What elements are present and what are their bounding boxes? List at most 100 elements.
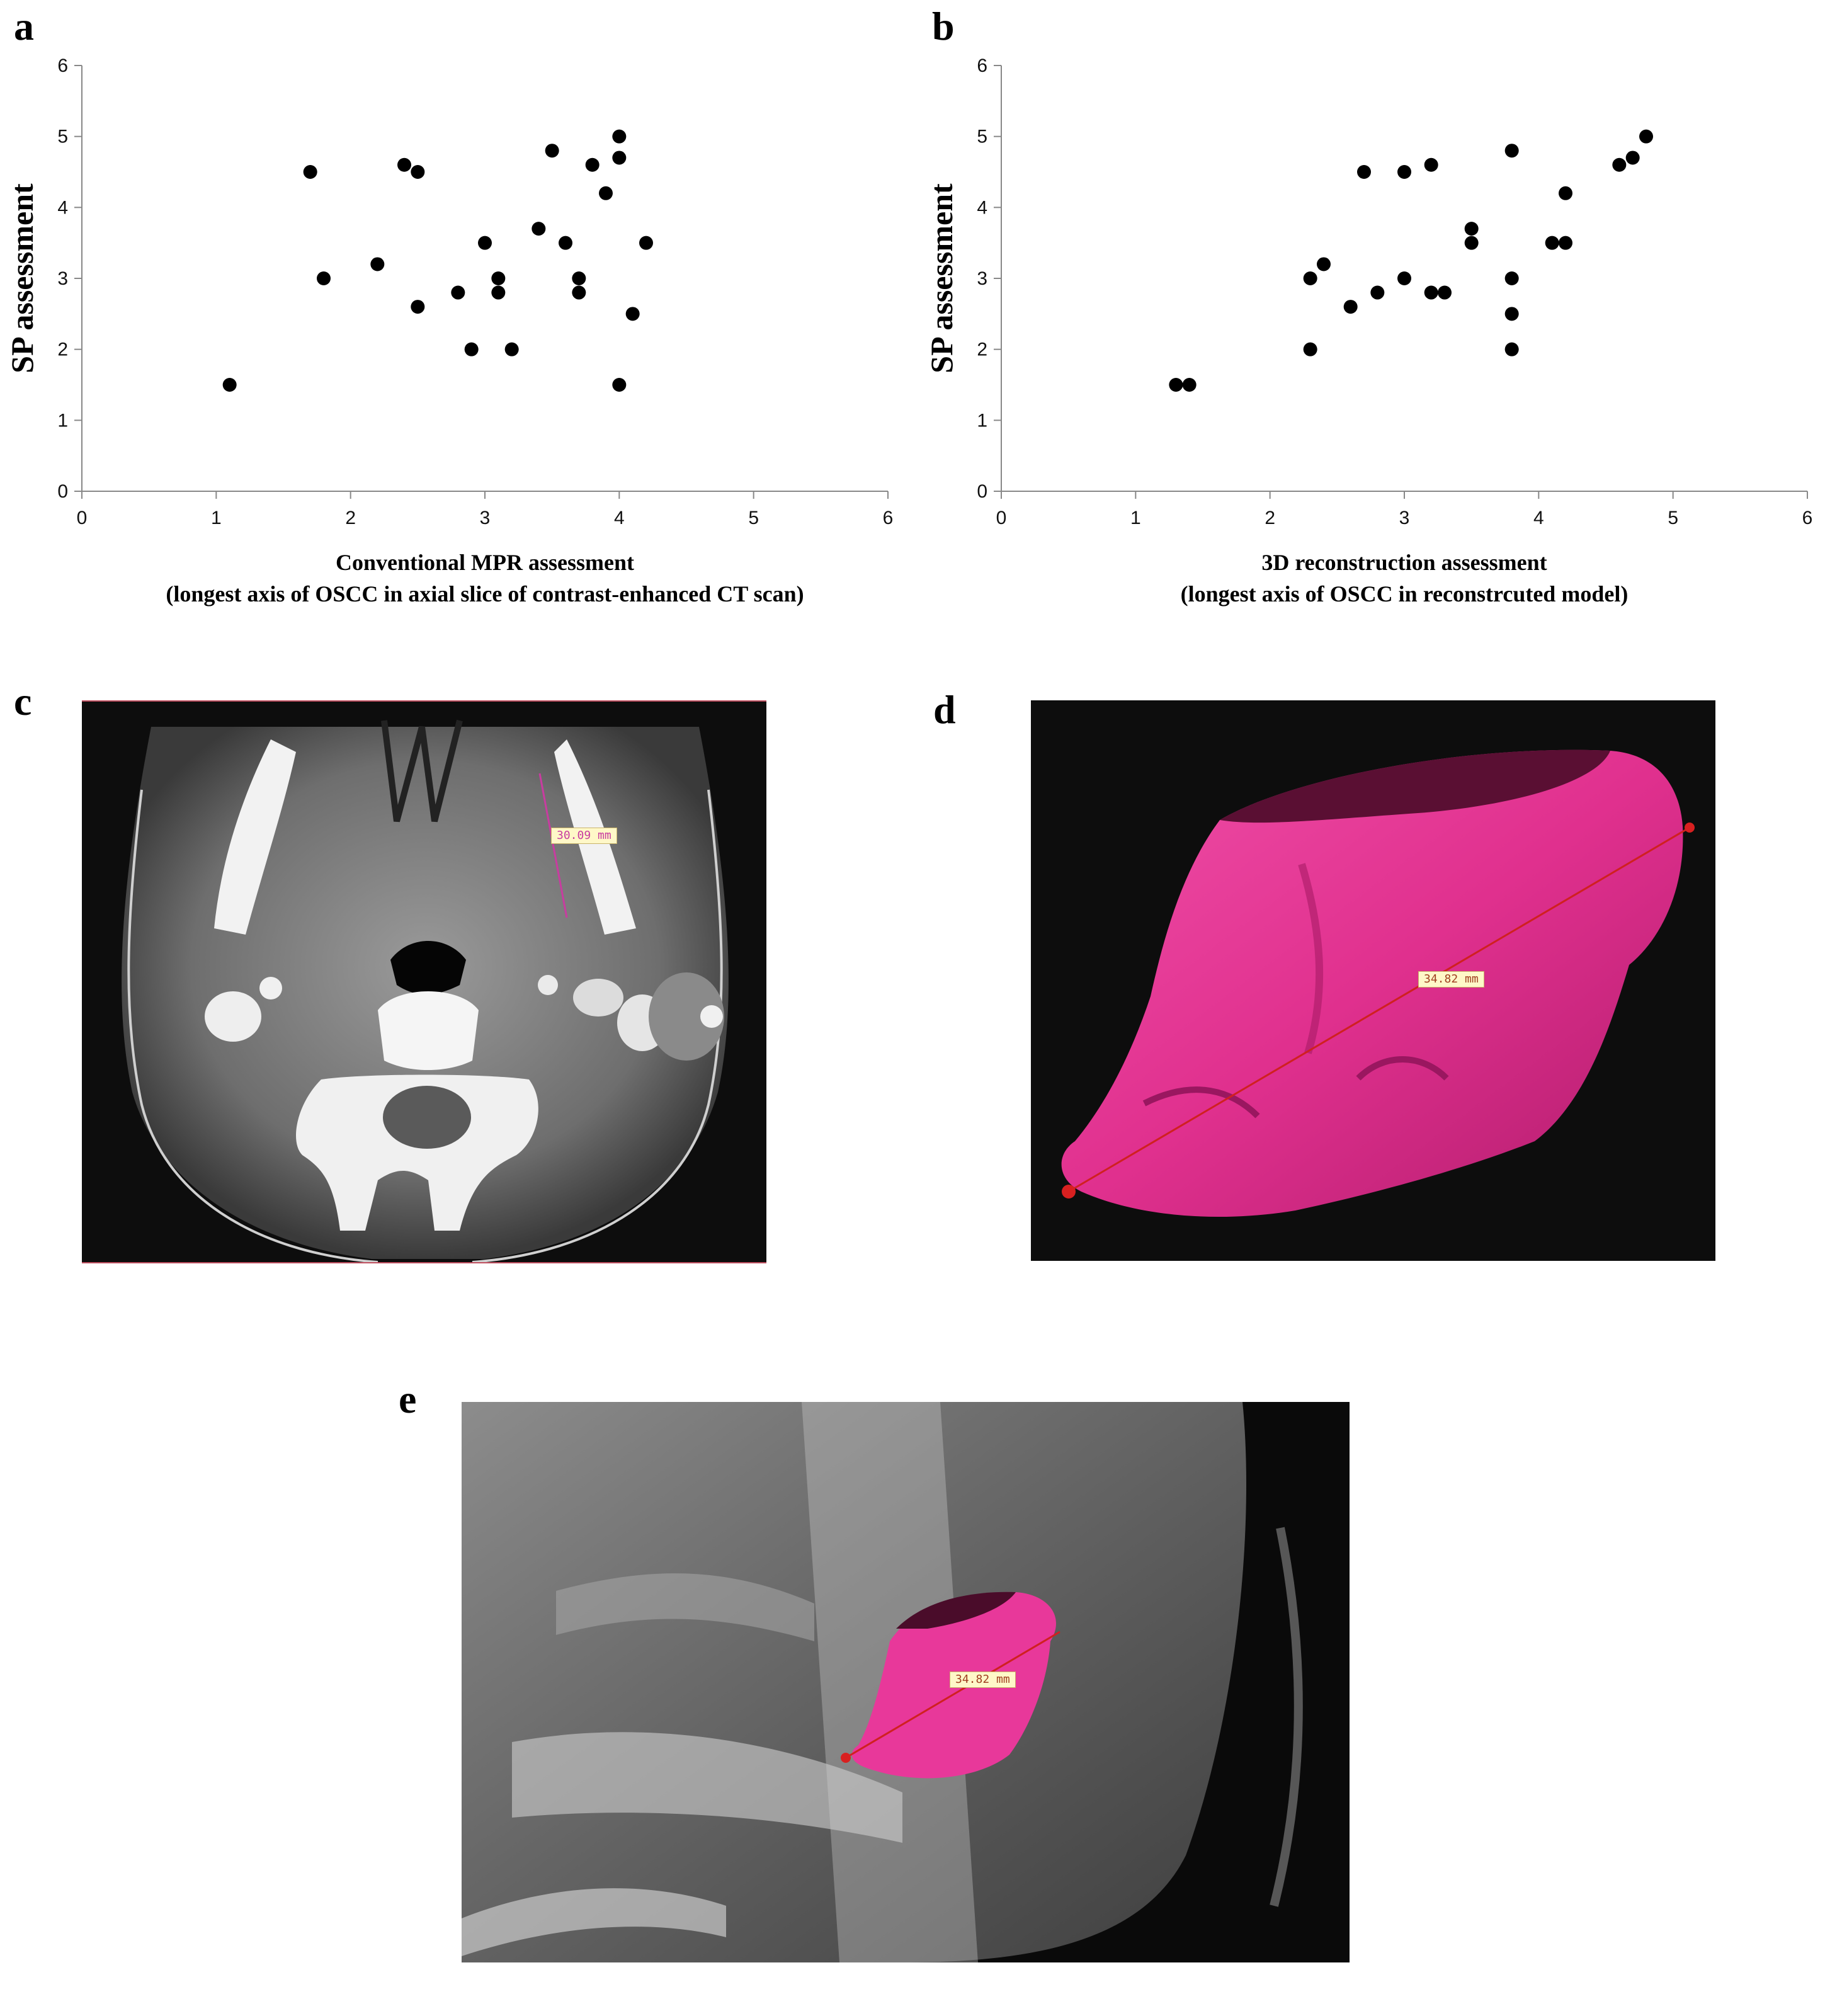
- chart-a-y-axis-label: SP assessment: [4, 183, 40, 373]
- chart-a-y-tick-label: 6: [57, 55, 68, 76]
- ct-axial-slice-image: 30.09 mm: [82, 700, 766, 1263]
- chart-a-data-point: [625, 307, 640, 321]
- chart-b-data-point: [1424, 285, 1438, 300]
- panel-letter-e: e: [399, 1377, 417, 1421]
- chart-b-x-axis-label-line2: (longest axis of OSCC in reconstrcuted m…: [1181, 581, 1629, 607]
- chart-b-data-point: [1559, 236, 1572, 250]
- chart-b-data-point: [1504, 342, 1519, 356]
- chart-a-data-point: [532, 222, 546, 236]
- chart-a-data-point: [612, 151, 627, 165]
- panel-letter-c: c: [14, 679, 32, 724]
- chart-b-y-axis-label: SP assessment: [924, 183, 959, 373]
- chart-a-y-tick-label: 0: [57, 481, 68, 502]
- tumor-in-context-3d-image: 34.82 mm: [462, 1402, 1350, 1962]
- chart-a-data-point: [572, 271, 586, 285]
- chart-b-data-point: [1625, 151, 1640, 165]
- chart-b-data-point: [1397, 165, 1411, 179]
- chart-a-data-point: [504, 342, 519, 356]
- chart-b-data-point: [1357, 165, 1371, 179]
- chart-a-x-axis-label-line1: Conventional MPR assessment: [336, 550, 634, 575]
- chart-b-x-axis-label-line1: 3D reconstruction assessment: [1261, 550, 1547, 575]
- chart-a-data-point: [397, 157, 411, 172]
- panel-letter-d: d: [933, 687, 956, 732]
- chart-a-data-point: [639, 236, 653, 250]
- panel-letter-a: a: [14, 4, 34, 48]
- chart-a-x-tick-label: 5: [748, 508, 759, 528]
- chart-a-y-tick-label: 4: [57, 197, 68, 218]
- chart-b-data-point: [1504, 307, 1519, 321]
- chart-b-data-point: [1169, 378, 1183, 392]
- chart-b-y-tick-label: 4: [977, 197, 987, 218]
- chart-b-data-point: [1343, 300, 1358, 314]
- chart-a-data-point: [612, 129, 627, 144]
- chart-b-data-point: [1438, 285, 1452, 300]
- chart-a-y-tick-label: 2: [57, 339, 68, 360]
- model-measurement-label: 34.82 mm: [1418, 971, 1484, 988]
- chart-b-data-point: [1545, 236, 1559, 250]
- chart-b-data-point: [1504, 144, 1519, 158]
- chart-b-data-point: [1464, 222, 1479, 236]
- chart-b-data-point: [1303, 271, 1317, 285]
- chart-a-data-point: [491, 285, 506, 300]
- chart-a-data-point: [370, 257, 385, 271]
- chart-a-data-point: [545, 144, 559, 158]
- chart-b-x-tick-label: 3: [1399, 508, 1410, 528]
- chart-b-data-point: [1639, 129, 1653, 144]
- context-measurement-label: 34.82 mm: [950, 1671, 1016, 1688]
- ct-measurement-label: 30.09 mm: [551, 828, 617, 844]
- chart-a-x-axis-label-line2: (longest axis of OSCC in axial slice of …: [166, 581, 804, 607]
- chart-a-data-point: [599, 186, 613, 200]
- panel-letter-b: b: [932, 4, 955, 48]
- chart-b-data-point: [1317, 257, 1331, 271]
- chart-b-x-tick-label: 5: [1668, 508, 1678, 528]
- chart-b-data-point: [1370, 285, 1385, 300]
- chart-a-data-point: [612, 378, 627, 392]
- scatter-chart-a-svg: 0 1 2 3 4 5 6 0 1 2 3 4 5 6 SP assessment Conventional …: [4, 55, 894, 607]
- chart-a-data-point: [303, 165, 317, 179]
- tumor-3d-model-drawing: [1061, 749, 1695, 1217]
- chart-b-data-point: [1303, 342, 1317, 356]
- ct-axial-slice-drawing: [122, 719, 729, 1262]
- chart-b-y-tick-label: 3: [977, 268, 987, 289]
- chart-b-data-point: [1397, 271, 1411, 285]
- chart-b-data-point: [1504, 271, 1519, 285]
- chart-b-data-point: [1182, 378, 1197, 392]
- chart-b-data-point: [1559, 186, 1572, 200]
- chart-a-x-tick-label: 4: [614, 508, 625, 528]
- chart-a-y-tick-label: 5: [57, 127, 68, 147]
- chart-a-data-point: [411, 165, 425, 179]
- chart-a-data-point: [491, 271, 506, 285]
- chart-a-data-point: [451, 285, 465, 300]
- chart-a-data-point: [222, 378, 237, 392]
- chart-a-x-tick-label: 0: [77, 508, 88, 528]
- chart-b-x-tick-label: 0: [996, 508, 1007, 528]
- chart-b-x-tick-label: 2: [1265, 508, 1275, 528]
- chart-b-x-tick-label: 6: [1802, 508, 1813, 528]
- chart-a-y-tick-label: 3: [57, 268, 68, 289]
- chart-a-x-tick-label: 3: [480, 508, 491, 528]
- chart-a-data-point: [559, 236, 572, 250]
- scatter-chart-b-svg: 0 1 2 3 4 5 6 0 1 2 3 4 5 6 SP assessment 3D reconstruc…: [924, 55, 1813, 607]
- tumor-3d-model-image: 34.82 mm: [1031, 700, 1715, 1261]
- chart-a-y-tick-label: 1: [57, 410, 68, 431]
- chart-b-y-tick-label: 5: [977, 127, 987, 147]
- scatter-chart-a: 0 1 2 3 4 5 6 0 1 2 3 4 5 6 SP assessment Conventional …: [0, 0, 907, 617]
- chart-b-y-tick-label: 2: [977, 339, 987, 360]
- chart-b-y-tick-label: 0: [977, 481, 987, 502]
- chart-b-y-tick-label: 1: [977, 410, 987, 431]
- chart-a-x-tick-label: 2: [345, 508, 356, 528]
- chart-b-data-point: [1424, 157, 1438, 172]
- chart-a-data-point: [411, 300, 425, 314]
- tumor-in-context-3d-drawing: [462, 1402, 1303, 1962]
- chart-b-data-point: [1612, 157, 1627, 172]
- chart-b-data-point: [1464, 236, 1479, 250]
- chart-a-data-point: [572, 285, 586, 300]
- chart-a-data-point: [464, 342, 479, 356]
- chart-a-x-tick-label: 6: [883, 508, 894, 528]
- chart-b-x-tick-label: 4: [1533, 508, 1544, 528]
- chart-a-x-tick-label: 1: [211, 508, 222, 528]
- chart-a-data-point: [478, 236, 492, 250]
- scatter-chart-b: 0 1 2 3 4 5 6 0 1 2 3 4 5 6 SP assessment 3D reconstruc…: [919, 0, 1826, 617]
- chart-b-x-tick-label: 1: [1130, 508, 1141, 528]
- chart-a-data-point: [585, 157, 600, 172]
